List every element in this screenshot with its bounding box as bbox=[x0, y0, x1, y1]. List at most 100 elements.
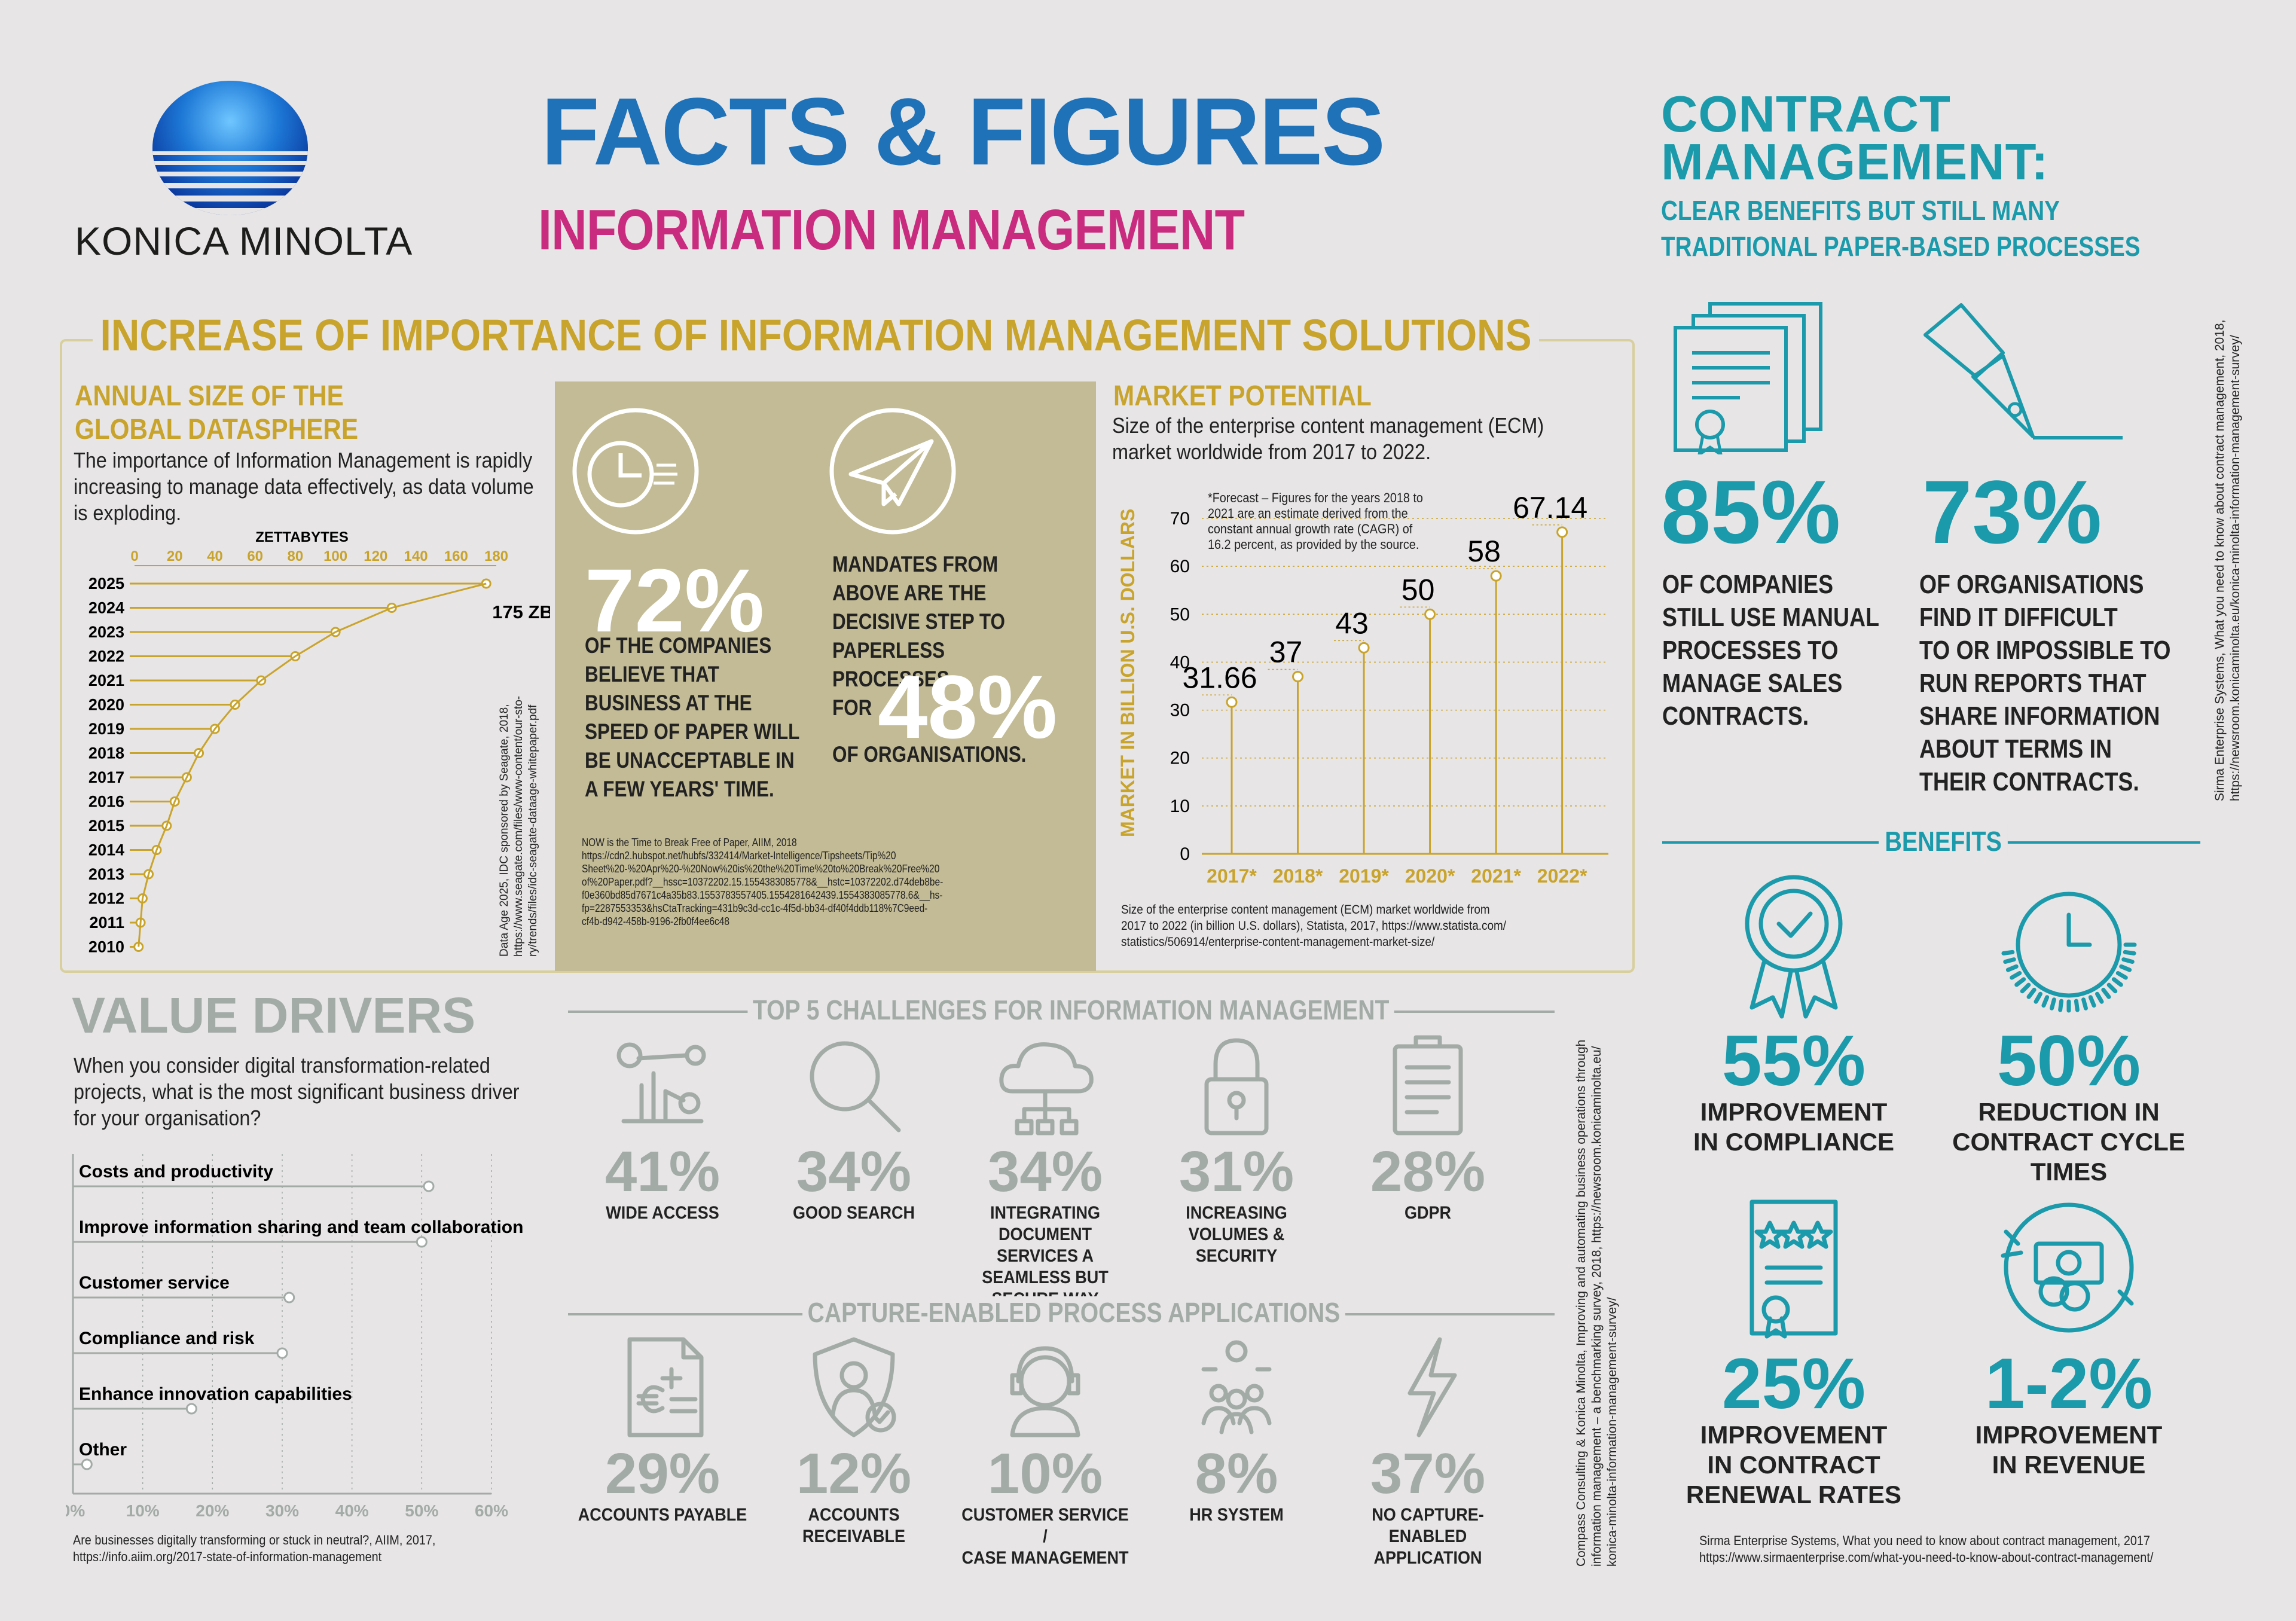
olive-text1-line: BELIEVE THAT bbox=[585, 662, 719, 686]
value-drivers-question: When you consider digital transformation… bbox=[74, 1052, 520, 1131]
datasphere-year-label: 2013 bbox=[88, 865, 124, 883]
challenge-percent: 28% bbox=[1370, 1140, 1486, 1204]
capture-source-line: Compass Consulting & Konica Minolta, Imp… bbox=[1574, 1039, 1588, 1567]
value-drivers-source-line: Are businesses digitally transforming or… bbox=[73, 1533, 436, 1547]
market-ytick: 20 bbox=[1170, 749, 1190, 768]
challenge-percent: 41% bbox=[604, 1140, 720, 1204]
datasphere-xtick: 40 bbox=[207, 548, 223, 564]
capture-item: 29% ACCOUNTS PAYABLE bbox=[567, 1333, 758, 1526]
market-ytick: 40 bbox=[1170, 652, 1190, 672]
headset-icon bbox=[1010, 1346, 1080, 1437]
datasphere-xlabel: ZETTABYTES bbox=[255, 529, 349, 545]
capture-label: CUSTOMER SERVICE / CASE MANAGEMENT bbox=[959, 1504, 1131, 1569]
value-drivers-question-line: When you consider digital transformation… bbox=[74, 1053, 490, 1077]
market-ytick: 50 bbox=[1170, 605, 1190, 624]
value-drivers-point bbox=[416, 1236, 428, 1248]
value-drivers-category: Other bbox=[79, 1440, 127, 1460]
datasphere-year-label: 2012 bbox=[88, 890, 124, 908]
datasphere-year-label: 2017 bbox=[88, 768, 124, 786]
value-drivers-point bbox=[276, 1347, 288, 1359]
datasphere-xtick: 120 bbox=[364, 548, 387, 564]
benefit-label: IMPROVEMENT IN REVENUE bbox=[1943, 1420, 2194, 1480]
challenge-item: 28% GDPR bbox=[1332, 1031, 1523, 1224]
value-drivers-point bbox=[185, 1403, 197, 1415]
value-drivers-xtick: 30% bbox=[265, 1501, 299, 1519]
market-value-label: 50 bbox=[1402, 573, 1435, 606]
page-subtitle: INFORMATION MANAGEMENT bbox=[538, 198, 1245, 262]
clock-speed-icon bbox=[572, 408, 699, 535]
market-chart: MARKET IN BILLION U.S. DOLLARS 0 10 20 30 40… bbox=[1117, 491, 1608, 887]
value-drivers-point bbox=[283, 1292, 295, 1303]
capture-label-line: ACCOUNTS bbox=[808, 1505, 900, 1525]
capture-source-line: information management – a benchmarking … bbox=[1590, 1046, 1604, 1567]
datasphere-year-label: 2023 bbox=[88, 623, 124, 641]
market-year-label: 2022* bbox=[1537, 865, 1587, 887]
contract-side-source: Sirma Enterprise Systems, What you need … bbox=[2212, 320, 2243, 801]
reports-difficulty-percent: 73% bbox=[1922, 462, 2102, 562]
value-drivers-category: Enhance innovation capabilities bbox=[79, 1384, 352, 1404]
challenge-label: WIDE ACCESS bbox=[576, 1202, 749, 1224]
market-ytick: 60 bbox=[1170, 557, 1190, 576]
market-forecast-note: *Forecast – Figures for the years 2018 t… bbox=[1208, 490, 1423, 552]
money-cycle-icon bbox=[2001, 1202, 2134, 1333]
datasphere-xtick: 20 bbox=[167, 548, 183, 564]
datasphere-xtick: 80 bbox=[288, 548, 304, 564]
benefit-label-line: IN CONTRACT bbox=[1707, 1451, 1880, 1479]
manual-processes-line: CONTRACTS. bbox=[1662, 701, 1809, 731]
value-drivers-category: Costs and productivity bbox=[79, 1162, 273, 1182]
datasphere-xtick: 180 bbox=[484, 548, 508, 564]
mandates-percent: 48% bbox=[878, 657, 1058, 757]
challenge-label: INTEGRATING DOCUMENT SERVICES A SEAMLESS … bbox=[959, 1202, 1131, 1310]
challenge-label: GOOD SEARCH bbox=[768, 1202, 940, 1224]
challenge-label-line: WIDE ACCESS bbox=[606, 1203, 719, 1223]
benefit-item: 50% REDUCTION IN CONTRACT CYCLE TIMES bbox=[1943, 867, 2194, 1187]
challenge-item: 41% WIDE ACCESS bbox=[567, 1031, 758, 1224]
value-drivers-title: VALUE DRIVERS bbox=[72, 987, 476, 1043]
datasphere-xtick: 160 bbox=[444, 548, 468, 564]
olive-text1-line: OF THE COMPANIES bbox=[585, 633, 772, 658]
market-value-label: 43 bbox=[1335, 606, 1369, 640]
challenge-label-line: GOOD SEARCH bbox=[792, 1203, 915, 1223]
benefit-label: REDUCTION IN CONTRACT CYCLE TIMES bbox=[1943, 1097, 2194, 1187]
datasphere-source: Data Age 2025, IDC sponsored by Seagate,… bbox=[498, 695, 539, 957]
olive-text1-line: BE UNACCEPTABLE IN bbox=[585, 748, 795, 773]
contract-subtitle: CLEAR BENEFITS BUT STILL MANY TRADITIONAL… bbox=[1661, 195, 2141, 262]
datasphere-xtick: 60 bbox=[247, 548, 263, 564]
manual-processes-line: MANAGE SALES bbox=[1662, 668, 1843, 698]
capture-item: 12% ACCOUNTS RECEIVABLE bbox=[758, 1333, 949, 1547]
contract-source-line: https://www.sirmaenterprise.com/what-you… bbox=[1699, 1550, 2154, 1565]
capture-label: ACCOUNTS PAYABLE bbox=[576, 1504, 749, 1526]
contract-side-source-line: Sirma Enterprise Systems, What you need … bbox=[2213, 319, 2227, 801]
market-ytick: 10 bbox=[1170, 796, 1190, 816]
datasphere-year-label: 2019 bbox=[88, 720, 124, 738]
capture-percent: 37% bbox=[1370, 1442, 1486, 1506]
value-drivers-xtick: 10% bbox=[126, 1501, 160, 1519]
value-drivers-xtick: 60% bbox=[475, 1501, 508, 1519]
value-drivers-source: Are businesses digitally transforming or… bbox=[73, 1532, 435, 1565]
manual-processes-percent: 85% bbox=[1661, 462, 1841, 562]
challenge-item: 31% INCREASING VOLUMES & SECURITY bbox=[1141, 1031, 1332, 1267]
benefit-label: IMPROVEMENT IN CONTRACT RENEWAL RATES bbox=[1668, 1420, 1919, 1510]
market-year-label: 2020* bbox=[1405, 865, 1455, 887]
challenge-label-line: INTEGRATING DOCUMENT bbox=[990, 1203, 1100, 1244]
challenge-label-line: INCREASING bbox=[1186, 1203, 1287, 1223]
value-drivers-xtick: 40% bbox=[335, 1501, 369, 1519]
challenges-title: TOP 5 CHALLENGES FOR INFORMATION MANAGEM… bbox=[747, 994, 1394, 1026]
market-ytick: 0 bbox=[1180, 844, 1190, 864]
market-year-label: 2019* bbox=[1339, 865, 1389, 887]
market-year-label: 2018* bbox=[1273, 865, 1323, 887]
importance-section-title: INCREASE OF IMPORTANCE OF INFORMATION MA… bbox=[93, 310, 1540, 361]
reports-difficulty-line: THEIR CONTRACTS. bbox=[1919, 767, 2139, 796]
benefit-percent: 50% bbox=[1996, 1021, 2141, 1101]
contract-source-line: Sirma Enterprise Systems, What you need … bbox=[1699, 1533, 2150, 1548]
value-drivers-source-line: https://info.aiim.org/2017-state-of-info… bbox=[73, 1549, 382, 1564]
benefit-percent: 55% bbox=[1721, 1021, 1866, 1101]
rated-certificate-icon bbox=[1750, 1199, 1838, 1339]
capture-label-line: CASE MANAGEMENT bbox=[961, 1548, 1129, 1568]
clock-icon bbox=[2001, 892, 2137, 1013]
benefit-label-line: CONTRACT CYCLE TIMES bbox=[1952, 1128, 2185, 1186]
capture-label-line: APPLICATION bbox=[1373, 1548, 1482, 1568]
value-drivers-category: Improve information sharing and team col… bbox=[79, 1217, 523, 1237]
manual-processes-line: STILL USE MANUAL bbox=[1662, 603, 1879, 632]
value-drivers-question-line: for your organisation? bbox=[74, 1106, 261, 1130]
